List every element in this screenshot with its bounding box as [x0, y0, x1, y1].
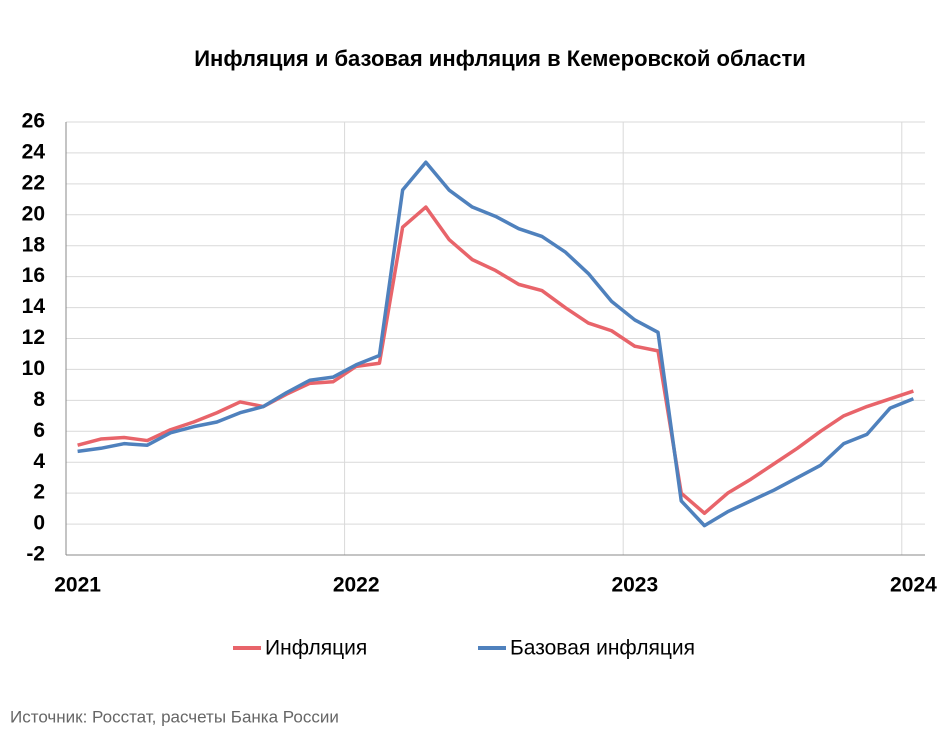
y-tick-label: 16: [22, 264, 45, 287]
data-line: [77, 205, 914, 515]
x-tick-label: 2024: [890, 574, 937, 597]
y-tick-label: 22: [22, 171, 45, 194]
chart-title: Инфляция и базовая инфляция в Кемеровско…: [194, 46, 806, 71]
y-tick-label: 20: [22, 202, 45, 225]
y-tick-label: 4: [33, 450, 45, 473]
y-tick-label: 14: [22, 295, 46, 318]
legend-label: Базовая инфляция: [510, 637, 695, 660]
y-tick-label: -2: [26, 543, 45, 566]
y-tick-label: 12: [22, 326, 45, 349]
legend-label: Инфляция: [265, 637, 367, 660]
x-tick-label: 2021: [54, 574, 101, 597]
y-tick-label: 24: [22, 140, 46, 163]
y-tick-label: 26: [22, 110, 45, 133]
y-tick-label: 10: [22, 357, 45, 380]
x-tick-label: 2023: [611, 574, 658, 597]
source-note: Источник: Росстат, расчеты Банка России: [10, 707, 339, 726]
x-tick-label: 2022: [333, 574, 380, 597]
data-line: [77, 160, 915, 528]
y-tick-label: 2: [33, 481, 45, 504]
y-tick-label: 0: [33, 512, 45, 535]
y-tick-label: 6: [33, 419, 45, 442]
y-tick-label: 18: [22, 233, 46, 256]
y-tick-label: 8: [33, 388, 45, 411]
